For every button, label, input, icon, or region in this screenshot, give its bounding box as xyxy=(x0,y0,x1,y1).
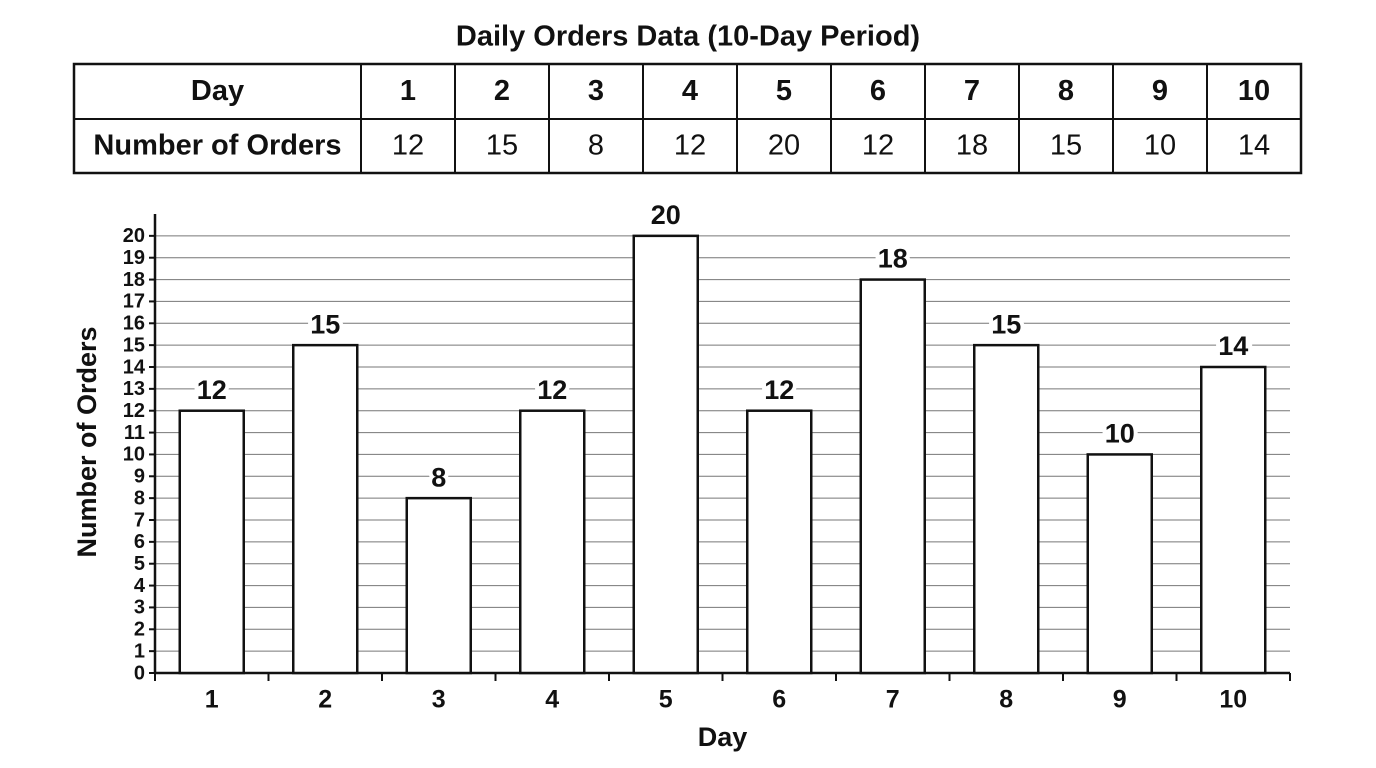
y-tick-label: 0 xyxy=(134,662,145,684)
x-tick-label: 10 xyxy=(1219,686,1247,714)
table-cell: 5 xyxy=(776,75,792,107)
table-cell: 4 xyxy=(682,75,698,107)
y-tick-label: 4 xyxy=(134,575,146,597)
table-cell: 20 xyxy=(768,130,800,162)
data-label: 10 xyxy=(1105,419,1135,449)
table-cell: 3 xyxy=(588,75,604,107)
data-label: 12 xyxy=(197,375,227,405)
bar xyxy=(519,409,586,675)
table-cell: 14 xyxy=(1238,130,1270,162)
y-axis-label: Number of Orders xyxy=(72,326,102,557)
y-tick-label: 2 xyxy=(134,619,145,641)
x-tick-label: 6 xyxy=(772,686,786,714)
x-tick-label: 3 xyxy=(432,686,446,714)
y-tick-label: 6 xyxy=(134,531,145,553)
y-tick-label: 9 xyxy=(134,466,145,488)
data-label: 8 xyxy=(431,462,446,492)
y-tick-label: 10 xyxy=(123,444,145,466)
bar xyxy=(405,496,472,675)
table-cell: 10 xyxy=(1144,130,1176,162)
y-tick-label: 8 xyxy=(134,487,145,509)
y-tick-label: 19 xyxy=(123,247,145,269)
data-label: 15 xyxy=(991,309,1021,339)
y-tick-label: 18 xyxy=(123,269,145,291)
y-tick-label: 12 xyxy=(123,400,145,422)
x-axis-label: Day xyxy=(698,722,748,752)
bar xyxy=(973,343,1040,675)
data-label: 12 xyxy=(537,375,567,405)
x-tick-label: 1 xyxy=(205,686,219,714)
data-label: 12 xyxy=(764,375,794,405)
table-cell: 18 xyxy=(956,130,988,162)
y-tick-label: 5 xyxy=(134,553,145,575)
y-tick-label: 11 xyxy=(124,422,145,444)
table-cell: 12 xyxy=(392,130,424,162)
y-tick-label: 15 xyxy=(123,334,145,356)
table-cell: 7 xyxy=(964,75,980,107)
bar xyxy=(292,343,359,675)
bar xyxy=(859,278,926,675)
y-tick-label: 20 xyxy=(123,225,145,247)
table-cell: 15 xyxy=(1050,130,1082,162)
y-tick-label: 1 xyxy=(134,640,145,662)
bar xyxy=(746,409,813,675)
bar xyxy=(1200,365,1267,675)
x-tick-label: 8 xyxy=(999,686,1013,714)
x-tick-label: 2 xyxy=(318,686,332,714)
table-cell: 8 xyxy=(1058,75,1074,107)
data-label: 14 xyxy=(1218,331,1248,361)
title: Daily Orders Data (10-Day Period) xyxy=(456,21,920,53)
y-tick-label: 14 xyxy=(123,356,146,378)
y-tick-label: 16 xyxy=(123,313,145,335)
bar xyxy=(632,234,699,675)
table-cell: 15 xyxy=(486,130,518,162)
table-cell: Number of Orders xyxy=(93,130,341,162)
table-cell: 8 xyxy=(588,130,604,162)
y-tick-label: 7 xyxy=(134,509,145,531)
table-cell: 2 xyxy=(494,75,510,107)
table-cell: 6 xyxy=(870,75,886,107)
table-cell: 12 xyxy=(862,130,894,162)
table-cell: 12 xyxy=(674,130,706,162)
table-cell: 9 xyxy=(1152,75,1168,107)
bar xyxy=(1086,453,1153,675)
y-tick-label: 17 xyxy=(123,291,145,313)
table-cell: 10 xyxy=(1238,75,1270,107)
y-tick-label: 3 xyxy=(134,597,145,619)
bar xyxy=(178,409,245,675)
x-tick-label: 4 xyxy=(545,686,559,714)
x-tick-label: 7 xyxy=(886,686,900,714)
x-tick-label: 5 xyxy=(659,686,673,714)
data-label: 20 xyxy=(651,200,681,230)
data-label: 18 xyxy=(878,244,908,274)
data-label: 15 xyxy=(310,309,340,339)
x-tick-label: 9 xyxy=(1113,686,1127,714)
y-tick-label: 13 xyxy=(123,378,145,400)
table-cell: 1 xyxy=(400,75,416,107)
table-cell: Day xyxy=(191,75,244,107)
